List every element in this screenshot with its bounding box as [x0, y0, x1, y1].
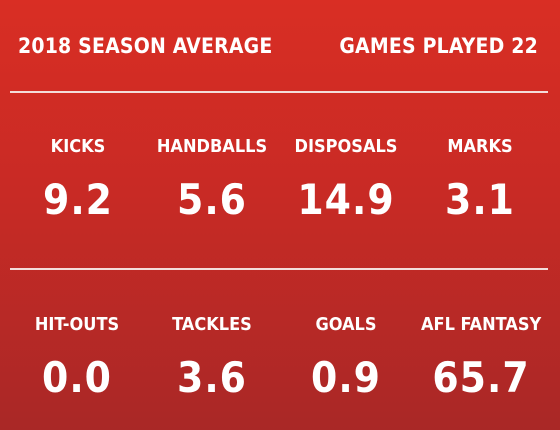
- stat-label: MARKS: [447, 136, 513, 157]
- stat-value: 0.0: [42, 353, 112, 402]
- stat-disposals: DISPOSALS 14.9: [286, 136, 406, 224]
- stat-label: GOALS: [315, 314, 377, 335]
- stat-label: TACKLES: [172, 314, 252, 335]
- stat-label: KICKS: [50, 136, 106, 157]
- stats-row-primary: KICKS 9.2 HANDBALLS 5.6 DISPOSALS 14.9 M…: [0, 136, 560, 246]
- stat-kicks: KICKS 9.2: [18, 136, 138, 224]
- top-divider: [10, 91, 548, 93]
- stat-value: 65.7: [432, 353, 530, 402]
- stat-goals: GOALS 0.9: [286, 314, 406, 402]
- stat-handballs: HANDBALLS 5.6: [152, 136, 272, 224]
- season-title: 2018 SEASON AVERAGE: [18, 34, 273, 58]
- stat-value: 3.6: [177, 353, 247, 402]
- stats-row-secondary: HIT-OUTS 0.0 TACKLES 3.6 GOALS 0.9 AFL F…: [0, 314, 560, 424]
- stat-label: HIT-OUTS: [34, 314, 120, 335]
- stat-label: DISPOSALS: [294, 136, 398, 157]
- stat-label: AFL FANTASY: [421, 314, 542, 335]
- games-played-text: GAMES PLAYED 22: [339, 34, 538, 58]
- stat-afl-fantasy: AFL FANTASY 65.7: [421, 314, 541, 402]
- stat-label: HANDBALLS: [156, 136, 268, 157]
- stat-value: 5.6: [177, 175, 247, 224]
- stat-marks: MARKS 3.1: [420, 136, 540, 224]
- stat-value: 0.9: [311, 353, 381, 402]
- stat-value: 14.9: [297, 175, 395, 224]
- stat-hit-outs: HIT-OUTS 0.0: [17, 314, 137, 402]
- stat-value: 3.1: [445, 175, 515, 224]
- stats-header: 2018 SEASON AVERAGE GAMES PLAYED 22: [0, 34, 560, 70]
- middle-divider: [10, 268, 548, 270]
- stat-value: 9.2: [43, 175, 113, 224]
- stat-tackles: TACKLES 3.6: [152, 314, 272, 402]
